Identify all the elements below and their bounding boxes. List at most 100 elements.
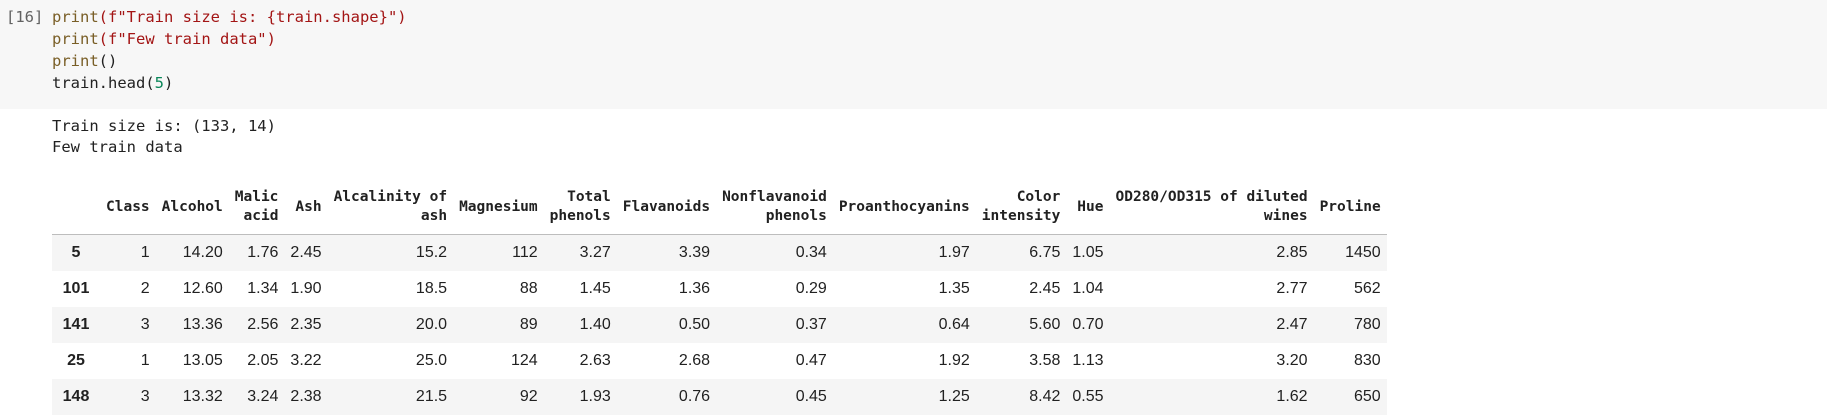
table-cell: 2.05 bbox=[228, 343, 285, 379]
table-cell: 0.50 bbox=[616, 307, 717, 343]
table-header-row: Class Alcohol Malic acid Ash Alcalinity of ash… bbox=[52, 180, 1387, 235]
dataframe-table: Class Alcohol Malic acid Ash Alcalinity of ash… bbox=[52, 180, 1387, 415]
row-index: 141 bbox=[52, 307, 100, 343]
table-cell: 2.68 bbox=[616, 343, 717, 379]
column-header: Magnesium bbox=[453, 180, 544, 235]
table-cell: 1.04 bbox=[1066, 271, 1110, 307]
table-cell: 562 bbox=[1313, 271, 1387, 307]
table-cell: 1.93 bbox=[543, 379, 617, 415]
column-header: Hue bbox=[1066, 180, 1110, 235]
table-cell: 0.70 bbox=[1066, 307, 1110, 343]
table-cell: 1.05 bbox=[1066, 234, 1110, 271]
column-header: Nonflavanoid phenols bbox=[716, 180, 833, 235]
code-token-number: 5 bbox=[154, 74, 164, 92]
table-cell: 1.62 bbox=[1109, 379, 1314, 415]
table-cell: 0.64 bbox=[832, 307, 976, 343]
table-cell: 89 bbox=[453, 307, 544, 343]
table-cell: 1.13 bbox=[1066, 343, 1110, 379]
row-index: 5 bbox=[52, 234, 100, 271]
table-cell: 13.32 bbox=[155, 379, 229, 415]
column-header: Alcohol bbox=[155, 180, 229, 235]
output-line: Few train data bbox=[52, 138, 183, 156]
table-cell: 0.34 bbox=[716, 234, 833, 271]
table-cell: 1.35 bbox=[832, 271, 976, 307]
table-cell: 5.60 bbox=[975, 307, 1067, 343]
column-header: Malic acid bbox=[228, 180, 285, 235]
index-header bbox=[52, 180, 100, 235]
output-line: Train size is: (133, 14) bbox=[52, 117, 276, 135]
table-row: 5 1 14.20 1.76 2.45 15.2 112 3.27 3.39 0.34 1.97 6.… bbox=[52, 234, 1387, 271]
table-cell: 92 bbox=[453, 379, 544, 415]
column-header: Proanthocyanins bbox=[832, 180, 976, 235]
table-cell: 0.45 bbox=[716, 379, 833, 415]
table-cell: 3.58 bbox=[975, 343, 1067, 379]
table-cell: 2.77 bbox=[1109, 271, 1314, 307]
table-body: 5 1 14.20 1.76 2.45 15.2 112 3.27 3.39 0.34 1.97 6.… bbox=[52, 234, 1387, 415]
table-cell: 3.24 bbox=[228, 379, 285, 415]
table-cell: 1 bbox=[100, 343, 156, 379]
table-cell: 1.92 bbox=[832, 343, 976, 379]
table-cell: 3.22 bbox=[284, 343, 328, 379]
code-cell-input[interactable]: [16] print (f"Train size is: {train.shape… bbox=[0, 0, 1827, 109]
table-row: 25 1 13.05 2.05 3.22 25.0 124 2.63 2.68 0.47 1.92 3… bbox=[52, 343, 1387, 379]
column-header: Ash bbox=[284, 180, 328, 235]
table-cell: 1450 bbox=[1313, 234, 1387, 271]
column-header: OD280/OD315 of diluted wines bbox=[1109, 180, 1314, 235]
table-cell: 1.40 bbox=[543, 307, 617, 343]
table-cell: 1.34 bbox=[228, 271, 285, 307]
table-cell: 2.47 bbox=[1109, 307, 1314, 343]
table-cell: 2.38 bbox=[284, 379, 328, 415]
table-cell: 2.45 bbox=[975, 271, 1067, 307]
table-row: 101 2 12.60 1.34 1.90 18.5 88 1.45 1.36 0.29 1.35 2… bbox=[52, 271, 1387, 307]
code-token-arg: (f"Train size is: {train.shape}") bbox=[98, 8, 407, 26]
table-cell: 3 bbox=[100, 379, 156, 415]
code-token-print: print bbox=[52, 30, 99, 48]
table-cell: 124 bbox=[453, 343, 544, 379]
table-cell: 0.37 bbox=[716, 307, 833, 343]
table-cell: 0.76 bbox=[616, 379, 717, 415]
table-cell: 1.25 bbox=[832, 379, 976, 415]
code-token-print: print bbox=[52, 52, 99, 70]
table-cell: 14.20 bbox=[155, 234, 229, 271]
table-cell: 2.85 bbox=[1109, 234, 1314, 271]
table-cell: 2.56 bbox=[228, 307, 285, 343]
table-row: 148 3 13.32 3.24 2.38 21.5 92 1.93 0.76 0.45 1.25 8… bbox=[52, 379, 1387, 415]
table-cell: 830 bbox=[1313, 343, 1387, 379]
table-cell: 1.76 bbox=[228, 234, 285, 271]
table-row: 141 3 13.36 2.56 2.35 20.0 89 1.40 0.50 0.37 0.64 5… bbox=[52, 307, 1387, 343]
table-cell: 13.05 bbox=[155, 343, 229, 379]
table-cell: 8.42 bbox=[975, 379, 1067, 415]
stdout-output: Train size is: (133, 14) Few train data bbox=[52, 116, 276, 158]
table-cell: 780 bbox=[1313, 307, 1387, 343]
table-cell: 18.5 bbox=[327, 271, 454, 307]
column-header: Flavanoids bbox=[616, 180, 717, 235]
row-index: 101 bbox=[52, 271, 100, 307]
column-header: Proline bbox=[1313, 180, 1387, 235]
code-editor[interactable]: print (f"Train size is: {train.shape}") p… bbox=[52, 6, 407, 94]
table-cell: 3.20 bbox=[1109, 343, 1314, 379]
row-index: 25 bbox=[52, 343, 100, 379]
table-cell: 3 bbox=[100, 307, 156, 343]
table-cell: 1.97 bbox=[832, 234, 976, 271]
table-cell: 2 bbox=[100, 271, 156, 307]
table-cell: 25.0 bbox=[327, 343, 454, 379]
table-cell: 2.35 bbox=[284, 307, 328, 343]
table-cell: 0.29 bbox=[716, 271, 833, 307]
code-token-call: train.head( bbox=[52, 74, 155, 92]
table-cell: 15.2 bbox=[327, 234, 454, 271]
table-cell: 1.36 bbox=[616, 271, 717, 307]
table-cell: 13.36 bbox=[155, 307, 229, 343]
table-cell: 21.5 bbox=[327, 379, 454, 415]
table-cell: 0.55 bbox=[1066, 379, 1110, 415]
table-cell: 1.45 bbox=[543, 271, 617, 307]
execution-count: [16] bbox=[6, 8, 44, 26]
column-header: Class bbox=[100, 180, 156, 235]
table-cell: 20.0 bbox=[327, 307, 454, 343]
code-token-close: ) bbox=[164, 74, 174, 92]
table-cell: 3.39 bbox=[616, 234, 717, 271]
row-index: 148 bbox=[52, 379, 100, 415]
column-header: Alcalinity of ash bbox=[327, 180, 454, 235]
table-cell: 650 bbox=[1313, 379, 1387, 415]
table-cell: 6.75 bbox=[975, 234, 1067, 271]
table-cell: 1 bbox=[100, 234, 156, 271]
